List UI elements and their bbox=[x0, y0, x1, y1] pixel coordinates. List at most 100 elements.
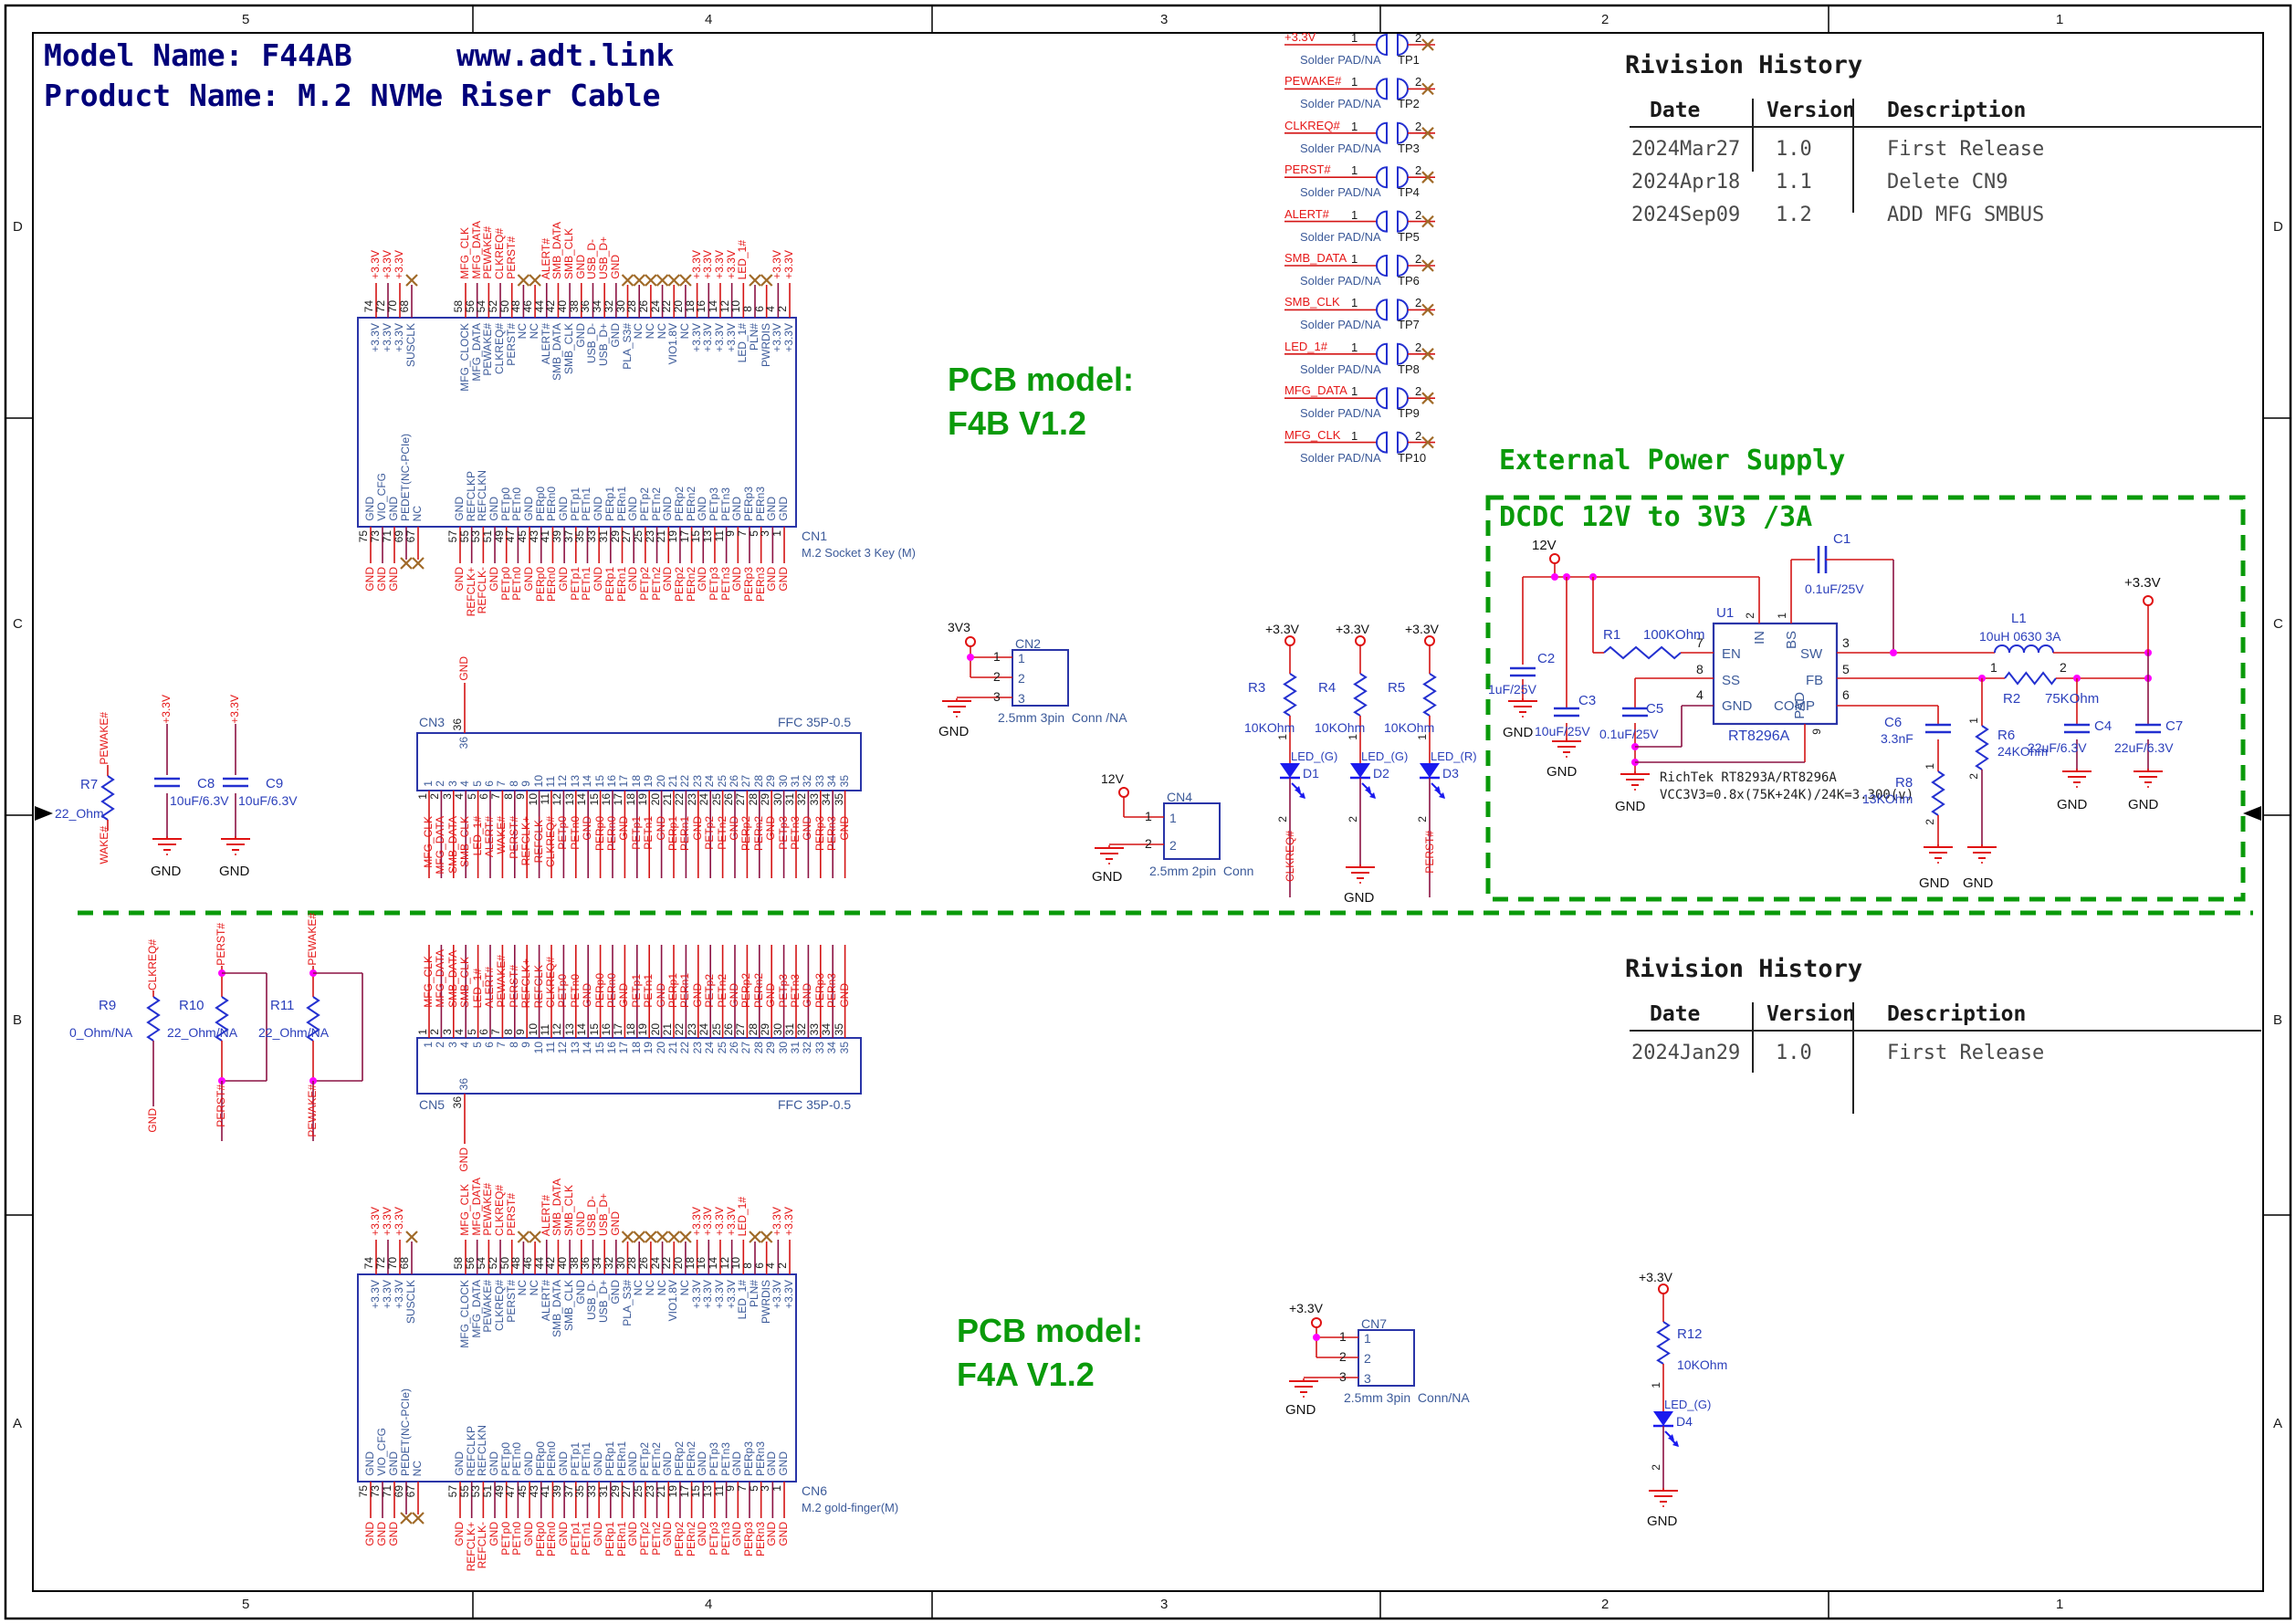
u1-pin-name: PAD bbox=[1792, 692, 1808, 719]
pin-number: 39 bbox=[550, 530, 564, 543]
component-value: 13KOhm bbox=[1862, 791, 1913, 806]
pin-inner-label: NC bbox=[516, 323, 529, 340]
pin-number: 24 bbox=[648, 1256, 662, 1269]
pin-number: 1 bbox=[1351, 163, 1358, 178]
pin-number: 25 bbox=[709, 1022, 723, 1035]
pin-net-label: CLKREQ# bbox=[493, 227, 507, 279]
pin-number: 28 bbox=[625, 299, 639, 312]
pin-number: 9 bbox=[724, 530, 738, 537]
pin-inner-label: +3.3V bbox=[771, 1280, 784, 1309]
pin-net-label: USB_D+ bbox=[597, 1192, 611, 1236]
pin-number: 26 bbox=[728, 774, 740, 787]
pin-number: 51 bbox=[481, 530, 495, 543]
pin-net-label: PETp0 bbox=[498, 1522, 512, 1556]
revision-row-date: 2024Sep09 bbox=[1631, 204, 1741, 226]
zone-row-label: D bbox=[2273, 219, 2283, 235]
pin-number: 19 bbox=[642, 774, 655, 787]
pcb-model-bottom-version: F4A V1.2 bbox=[957, 1356, 1095, 1393]
pin-number: 2 bbox=[2060, 660, 2067, 675]
pin-inner-label: PWRDIS bbox=[759, 323, 772, 367]
pin-net-label: REFCLK- bbox=[531, 816, 545, 864]
pin-inner-label: PETn1 bbox=[580, 487, 593, 521]
pin-number: 50 bbox=[498, 1256, 511, 1269]
power-node-label: +3.3V bbox=[1405, 622, 1439, 636]
pin-inner-label: NC bbox=[643, 323, 656, 340]
pin-inner-label: GND bbox=[608, 1280, 622, 1304]
pin-number: 30 bbox=[613, 299, 627, 312]
pin-net-label: REFCLK- bbox=[531, 960, 545, 1008]
resistor-symbol bbox=[2004, 671, 2057, 686]
pin-net-label: GND bbox=[837, 816, 851, 841]
gnd-label: GND bbox=[1092, 869, 1123, 885]
pin-inner-label: GND bbox=[522, 497, 536, 521]
pin-number: 1 bbox=[1351, 207, 1358, 222]
pin-number: 45 bbox=[516, 530, 529, 543]
pin-net-label: PEWAKE# bbox=[306, 1084, 319, 1137]
pin-number: 35 bbox=[832, 793, 845, 806]
solder-pad-icon bbox=[1397, 431, 1409, 454]
pin-net-label: GND bbox=[557, 567, 571, 592]
pin-net-label: GND bbox=[696, 567, 709, 592]
pin-net-label: PERn2 bbox=[751, 816, 765, 852]
gnd-label: GND bbox=[1615, 799, 1646, 814]
pin-number: 2 bbox=[428, 1029, 442, 1035]
pin-net-label: PERn3 bbox=[825, 816, 839, 852]
pin-inner-label: PLN# bbox=[748, 1280, 760, 1308]
pin-number: 43 bbox=[527, 1485, 540, 1498]
solder-pad-icon bbox=[1376, 166, 1388, 189]
led-type-label: LED_(G) bbox=[1291, 749, 1338, 763]
zone-col-label: 4 bbox=[705, 1597, 713, 1612]
pin-inner-label: GND bbox=[387, 497, 400, 521]
solder-pad-icon bbox=[1397, 299, 1409, 321]
component-value: 0_Ohm/NA bbox=[69, 1025, 133, 1040]
testpoint-refdes: TP1 bbox=[1398, 53, 1420, 67]
solder-pad-label: Solder PAD/NA bbox=[1300, 406, 1381, 421]
solder-pad-icon bbox=[1376, 342, 1388, 365]
pin-net-label: PERST# bbox=[215, 923, 227, 966]
component-value: 22_Ohm/NA bbox=[258, 1025, 330, 1040]
connector-description: 2.5mm 2pin Conn bbox=[1149, 864, 1254, 878]
zone-col-label: 2 bbox=[1601, 12, 1609, 27]
zone-col-label: 5 bbox=[242, 1597, 250, 1612]
pin-net-label: PETn2 bbox=[649, 1522, 663, 1556]
pin-inner-label: PERp0 bbox=[533, 1441, 547, 1476]
pin-net-label: PERp1 bbox=[603, 1522, 616, 1557]
pin-net-label: SMB_CLK bbox=[562, 1184, 576, 1236]
solder-pad-label: Solder PAD/NA bbox=[1300, 361, 1381, 376]
pin-net-label: PETn0 bbox=[510, 567, 524, 601]
pin-number: 8 bbox=[741, 1263, 754, 1269]
component-value: 22_Ohm/NA bbox=[167, 1025, 238, 1040]
pin-net-label: +3.3V bbox=[369, 250, 382, 279]
pin-inner-label: PETn2 bbox=[649, 487, 663, 521]
pin-inner-label: GND bbox=[592, 1451, 605, 1476]
led-type-label: LED_(G) bbox=[1664, 1398, 1712, 1411]
pin-net-label: GND bbox=[661, 1522, 675, 1546]
pin-net-label: USB_D+ bbox=[597, 236, 611, 279]
component-refdes: C9 bbox=[266, 776, 284, 791]
pin-net-label: PEWAKE# bbox=[495, 955, 508, 1008]
pin-number: 14 bbox=[575, 793, 589, 806]
pin-inner-label: PERn0 bbox=[545, 1441, 559, 1476]
component-refdes: R10 bbox=[179, 998, 204, 1013]
pin-number: 5 bbox=[465, 793, 478, 800]
pin-number: 1 bbox=[771, 530, 784, 537]
pin-number: 36 bbox=[579, 299, 592, 312]
pin-number: 49 bbox=[492, 530, 506, 543]
pin-net-label: PERn0 bbox=[605, 816, 618, 852]
component-refdes: R7 bbox=[80, 777, 99, 792]
pin-number: 1 bbox=[1351, 75, 1358, 89]
solder-pad-label: Solder PAD/NA bbox=[1300, 97, 1381, 111]
pin-number: 34 bbox=[820, 793, 833, 806]
pin-inner-label: USB_D- bbox=[585, 1280, 599, 1321]
pin-number: 32 bbox=[602, 299, 615, 312]
pin-number: 21 bbox=[661, 793, 674, 806]
pin-number: 22 bbox=[660, 1256, 674, 1269]
pin-number: 46 bbox=[521, 1256, 535, 1269]
revision-row-version: 1.0 bbox=[1776, 138, 1812, 161]
pin-number: 69 bbox=[393, 530, 405, 543]
pin-net-label: MFG_DATA bbox=[469, 221, 483, 279]
component-value: 1uF/25V bbox=[1488, 682, 1536, 697]
pin-net-label: PETn0 bbox=[510, 1522, 524, 1556]
pin-number: 3 bbox=[993, 689, 1001, 704]
pin-net-label: GND bbox=[363, 567, 376, 592]
